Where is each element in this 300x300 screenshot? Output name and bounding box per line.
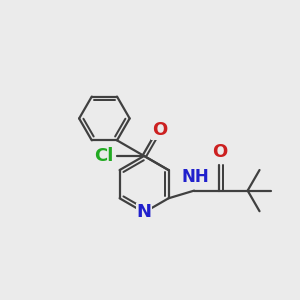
Text: NH: NH — [182, 168, 209, 186]
Text: N: N — [136, 203, 152, 221]
Text: O: O — [152, 121, 167, 139]
Text: Cl: Cl — [94, 147, 114, 165]
Text: O: O — [212, 143, 227, 161]
